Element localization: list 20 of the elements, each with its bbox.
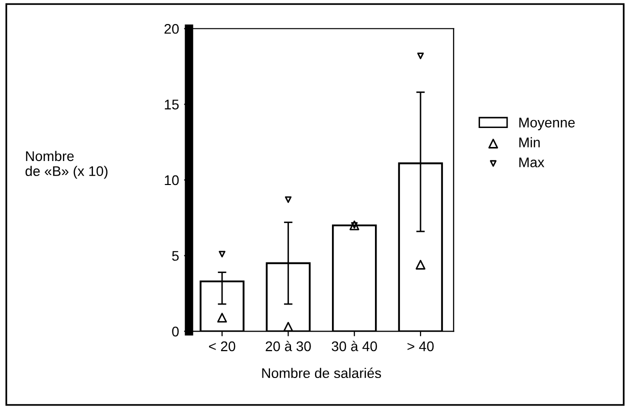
point — [283, 322, 294, 332]
x-tick-label: > 40 — [408, 341, 434, 352]
x-tick-label: 30 à 40 — [332, 340, 378, 352]
x-tick-label: 20 à 30 — [266, 340, 311, 352]
point — [217, 312, 227, 323]
point — [284, 196, 292, 203]
point — [416, 260, 426, 270]
y-axis-title: Nombre de «B» (x 10) — [26, 150, 108, 179]
legend-label: Min — [519, 137, 540, 148]
legend-label: Max — [519, 158, 544, 168]
legend-label: Moyenne — [519, 118, 575, 130]
x-axis-title: Nombre de salariés — [262, 368, 382, 378]
y-tick-label: 0 — [172, 326, 179, 336]
point — [417, 52, 424, 60]
point — [218, 250, 226, 258]
y-tick-label: 5 — [172, 251, 179, 261]
y-tick-label: 20 — [164, 24, 179, 34]
x-tick-label: < 20 — [209, 341, 236, 352]
y-tick-label: 10 — [164, 175, 179, 186]
y-tick-label: 15 — [164, 100, 179, 110]
